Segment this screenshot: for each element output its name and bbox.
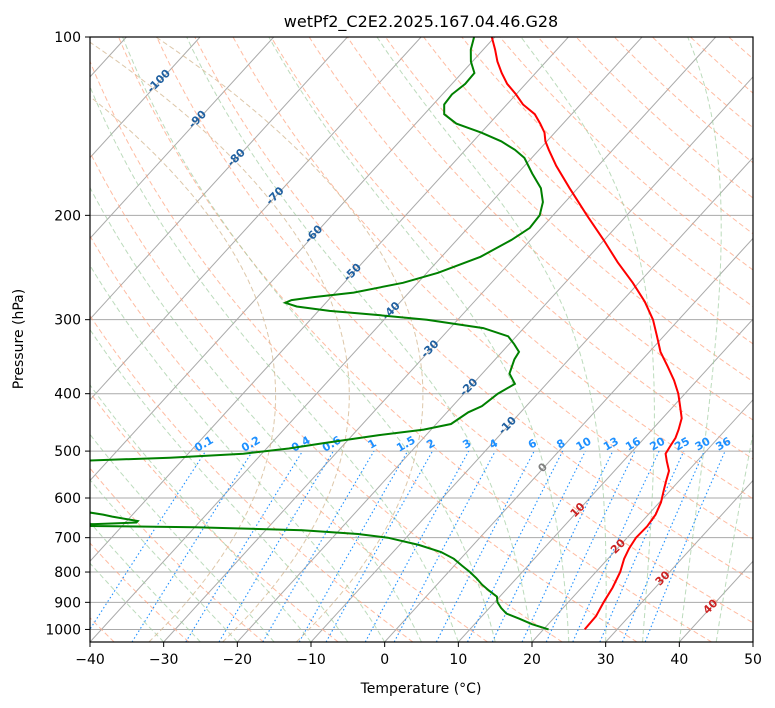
y-axis-label: Pressure (hPa)	[11, 289, 27, 389]
reference-curve-line	[155, 37, 424, 642]
x-tick-label: −30	[149, 652, 179, 668]
dry-adiabat-line	[90, 391, 339, 642]
y-tick-label: 400	[54, 387, 81, 403]
mixing-ratio-line	[621, 450, 705, 642]
dry-adiabat-line	[308, 37, 753, 460]
x-tick-label: 20	[523, 652, 541, 668]
moist-adiabat-line	[90, 186, 422, 642]
moist-adiabat-line	[715, 430, 753, 642]
moist-adiabat-line	[90, 562, 165, 642]
dry-adiabat-line	[194, 37, 753, 582]
x-tick-label: −10	[296, 652, 326, 668]
isotherm-line	[90, 37, 201, 159]
y-tick-label: 700	[54, 531, 81, 547]
moist-adiabat-line	[90, 433, 275, 642]
moist-adiabat-line	[186, 37, 533, 642]
isotherm-line	[236, 76, 753, 642]
dewpoint-profile-line	[90, 37, 549, 631]
mixing-ratio-line	[325, 450, 433, 642]
isotherm-line	[163, 37, 717, 642]
dry-adiabat-line	[232, 37, 753, 540]
mixing-ratio-line	[521, 450, 614, 642]
moist-adiabat-line	[90, 521, 201, 642]
mixing-ratio-line	[364, 450, 470, 642]
y-tick-label: 1000	[45, 622, 81, 638]
x-axis: −40 −30 −20 −10 0 10 20 30 40 50	[75, 642, 762, 668]
x-axis-label: Temperature (°C)	[360, 681, 482, 697]
y-tick-label: 200	[54, 208, 81, 224]
isotherm-line	[90, 37, 496, 482]
dry-adiabat-line	[156, 37, 753, 624]
mixing-ratio-line	[131, 450, 254, 642]
y-tick-label: 800	[54, 565, 81, 581]
moist-adiabat-line	[520, 37, 655, 642]
x-tick-label: 50	[744, 652, 762, 668]
moist-adiabat-line	[90, 264, 386, 642]
y-tick-label: 600	[54, 491, 81, 507]
isotherm-line	[457, 318, 753, 642]
mixing-ratio-line	[644, 450, 726, 642]
y-axis: 1000 900 800 700 600 500 400 300 200 100	[45, 30, 90, 638]
isotherm-line	[605, 479, 753, 642]
dry-adiabat-line	[537, 37, 753, 235]
mixing-ratio-line	[545, 450, 636, 642]
reference-curve-line	[90, 95, 277, 642]
sounding-profiles	[90, 37, 683, 631]
y-tick-label: 900	[54, 595, 81, 611]
y-tick-label: 300	[54, 313, 81, 329]
mixing-ratio-line	[262, 450, 375, 642]
dry-adiabat-line	[118, 37, 712, 642]
dry-adiabat-line	[90, 151, 563, 642]
moist-adiabat-line	[678, 37, 722, 642]
mixing-ratio-line	[491, 450, 586, 642]
moist-adiabat-line	[268, 37, 570, 642]
isotherm-line	[90, 37, 569, 563]
x-tick-label: 10	[449, 652, 467, 668]
x-tick-label: 40	[670, 652, 688, 668]
isotherm-line	[90, 37, 275, 240]
isotherm-line	[90, 37, 348, 320]
moist-adiabat-line	[90, 85, 459, 642]
moist-adiabat-line	[90, 328, 349, 642]
chart-title: wetPf2_C2E2.2025.167.04.46.G28	[284, 12, 558, 32]
dry-adiabat-line	[461, 37, 753, 308]
dry-adiabat-line	[346, 37, 753, 421]
moist-adiabat-line	[90, 479, 238, 642]
plot-frame	[89, 36, 754, 643]
reference-curve-line	[90, 41, 350, 642]
isotherm-line	[90, 37, 422, 401]
moist-adiabat-line	[122, 37, 496, 642]
y-tick-label: 100	[54, 30, 81, 46]
mixing-ratio-line	[572, 450, 660, 642]
dry-adiabat-line	[90, 314, 414, 642]
dry-adiabat-line	[90, 467, 264, 642]
x-tick-label: 0	[380, 652, 389, 668]
dry-adiabat-line	[613, 37, 753, 164]
mixing-ratio-line	[298, 450, 409, 642]
background-lines	[90, 37, 753, 642]
x-tick-label: −20	[223, 652, 253, 668]
mixing-ratio-line	[218, 450, 334, 642]
temperature-profile-line	[490, 37, 683, 631]
x-tick-label: 30	[597, 652, 615, 668]
x-tick-label: −40	[75, 652, 105, 668]
y-tick-label: 500	[54, 444, 81, 460]
mixing-ratio-line	[185, 450, 304, 642]
dry-adiabat-line	[90, 60, 638, 642]
isotherm-line	[384, 237, 753, 642]
isotherm-line	[531, 399, 753, 642]
